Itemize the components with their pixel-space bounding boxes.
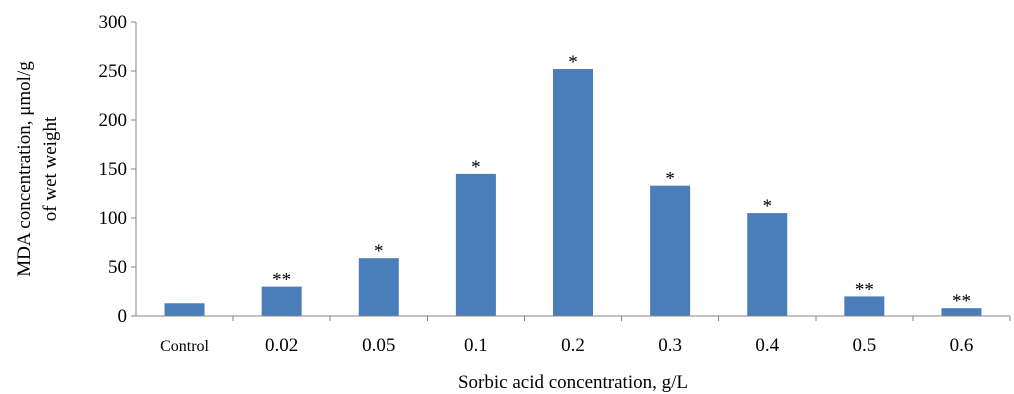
x-tick-label: 0.1 xyxy=(464,335,488,356)
significance-marker: * xyxy=(762,196,772,217)
significance-marker: * xyxy=(471,157,481,178)
x-axis-title: Sorbic acid concentration, g/L xyxy=(458,372,688,393)
bar-0.2 xyxy=(553,69,593,316)
bar-0.4 xyxy=(747,213,788,316)
x-tick-label: 0.4 xyxy=(755,335,779,356)
y-tick-label: 200 xyxy=(99,110,128,131)
bar-0.05 xyxy=(358,258,399,316)
bar-0.02 xyxy=(261,286,302,316)
x-tick-label: 0.6 xyxy=(950,335,974,356)
y-axis-title-line: of wet weight xyxy=(40,116,61,221)
x-axis-ticks: Control 0.02 0.05 0.1 0.2 0.3 0.4 0.5 0.6 xyxy=(160,316,1011,356)
significance-marker: * xyxy=(665,169,675,190)
y-axis-title: MDA concentration, μmol/g of wet weight xyxy=(14,61,61,277)
y-tick-label: 300 xyxy=(99,12,128,33)
significance-marker: ** xyxy=(952,291,971,312)
y-tick-label: 100 xyxy=(99,208,128,229)
significance-marker: * xyxy=(568,52,578,73)
significance-marker: * xyxy=(374,241,384,262)
y-tick-label: 50 xyxy=(108,257,127,278)
bar-0.5 xyxy=(844,296,885,316)
y-tick-label: 150 xyxy=(99,159,128,180)
y-tick-label: 250 xyxy=(99,61,128,82)
x-tick-label: 0.02 xyxy=(265,335,298,356)
x-tick-label: 0.3 xyxy=(658,335,682,356)
bar-0.3 xyxy=(650,185,691,316)
bar-Control xyxy=(164,303,205,316)
y-tick-label: 0 xyxy=(118,306,128,327)
bar-0.6 xyxy=(941,308,982,316)
x-tick-label: 0.2 xyxy=(561,335,585,356)
y-axis-title-line: MDA concentration, μmol/g xyxy=(14,61,35,277)
x-tick-label: Control xyxy=(160,338,209,355)
x-tick-label: 0.5 xyxy=(852,335,876,356)
bars xyxy=(164,69,982,316)
significance-marker: ** xyxy=(855,279,874,300)
y-axis-ticks: 0 50 100 150 200 250 300 xyxy=(99,12,136,327)
x-tick-label: 0.05 xyxy=(362,335,395,356)
bar-0.1 xyxy=(455,173,496,316)
significance-marker: ** xyxy=(272,270,291,291)
significance-markers: *********** xyxy=(272,52,971,312)
